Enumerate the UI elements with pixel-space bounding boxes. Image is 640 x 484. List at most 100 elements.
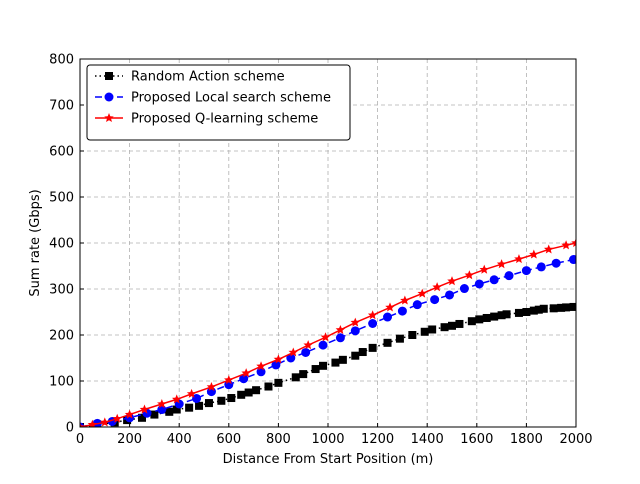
data-point [351, 351, 360, 360]
y-tick-label: 700 [49, 99, 74, 114]
legend-marker [104, 113, 114, 123]
data-point [383, 312, 393, 322]
y-tick-label: 200 [49, 329, 74, 344]
data-point [138, 413, 146, 422]
data-point [562, 303, 571, 312]
data-point [335, 333, 345, 343]
legend-entry: Proposed Local search scheme [95, 91, 331, 106]
data-point [561, 240, 571, 250]
data-point [286, 353, 296, 363]
data-point [529, 249, 539, 259]
data-point [350, 326, 360, 336]
data-point [256, 367, 266, 377]
data-point [338, 355, 347, 364]
y-tick-label: 300 [49, 283, 74, 298]
x-tick-label: 1400 [411, 432, 444, 447]
data-point [358, 348, 367, 357]
data-point [271, 360, 281, 370]
legend-entry: Proposed Q-learning scheme [95, 112, 318, 127]
data-point [397, 306, 407, 316]
x-tick-label: 1000 [311, 432, 344, 447]
x-tick-label: 600 [216, 432, 241, 447]
data-point [301, 347, 311, 357]
legend-label: Proposed Local search scheme [131, 91, 331, 106]
y-tick-label: 100 [49, 375, 74, 390]
data-point [490, 312, 499, 321]
data-point [318, 340, 328, 350]
data-point [549, 304, 558, 313]
data-point [368, 343, 377, 352]
data-point [479, 264, 489, 274]
data-point [557, 303, 566, 312]
data-point [514, 308, 523, 317]
data-point [157, 405, 167, 415]
y-tick-label: 500 [49, 191, 74, 206]
legend-box [86, 64, 351, 141]
data-point [157, 399, 167, 409]
legend-marker [105, 72, 113, 80]
x-tick-label: 0 [76, 432, 84, 447]
data-point [303, 340, 313, 350]
data-point [514, 254, 524, 264]
data-point [237, 390, 246, 399]
data-point [80, 422, 85, 427]
data-point [569, 255, 576, 265]
data-point [264, 382, 273, 391]
y-tick-label: 800 [49, 53, 74, 68]
data-point [252, 386, 261, 395]
data-point [150, 410, 159, 419]
data-point [217, 396, 226, 405]
x-tick-label: 200 [117, 432, 142, 447]
data-point [571, 238, 576, 248]
data-point [319, 361, 328, 370]
data-point [536, 262, 546, 272]
data-point [440, 323, 449, 332]
data-point [417, 288, 427, 298]
x-tick-label: 400 [167, 432, 192, 447]
series-1 [80, 255, 576, 427]
data-point [408, 331, 417, 339]
data-point [204, 399, 213, 408]
data-point [569, 302, 576, 311]
data-point [224, 375, 234, 385]
data-point [124, 409, 135, 419]
data-point [311, 365, 320, 374]
x-tick-label: 1200 [361, 432, 394, 447]
data-point [274, 378, 283, 387]
data-point [455, 319, 464, 328]
data-point [400, 295, 410, 305]
data-point [195, 401, 204, 410]
x-tick-label: 1600 [460, 432, 493, 447]
data-point [172, 405, 181, 414]
data-point [464, 270, 475, 280]
data-point [192, 393, 202, 403]
data-point [299, 370, 308, 379]
data-point [497, 311, 506, 320]
data-point [383, 338, 392, 347]
data-point [112, 413, 122, 423]
data-point [100, 417, 110, 427]
series-line [80, 258, 574, 427]
data-point [467, 317, 476, 326]
data-point [385, 302, 395, 312]
data-point [291, 373, 300, 382]
data-point [448, 321, 456, 330]
x-tick-label: 800 [266, 432, 291, 447]
data-point [186, 388, 197, 398]
y-tick-label: 600 [49, 145, 74, 160]
legend-label: Proposed Q-learning scheme [131, 112, 318, 127]
legend-entry: Random Action scheme [95, 70, 285, 85]
axis-ticks: 0 200 400 600 800 1000 1200 1400 1600 1800 2000 0 10… [49, 53, 592, 448]
data-point [482, 313, 491, 322]
y-tick-label: 0 [66, 421, 74, 436]
data-point [522, 308, 531, 316]
data-point [430, 295, 440, 305]
data-point [320, 332, 331, 342]
data-point [256, 361, 266, 371]
data-point [239, 374, 249, 384]
data-point [227, 394, 236, 403]
data-point [273, 354, 284, 364]
y-tick-label: 400 [49, 237, 74, 252]
data-point [412, 300, 422, 310]
